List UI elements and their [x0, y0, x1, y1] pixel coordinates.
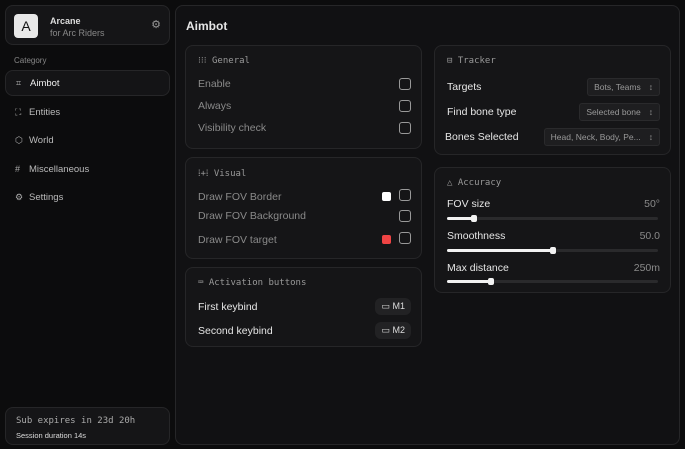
slider-fill [447, 247, 555, 254]
slider-fill [447, 215, 478, 222]
settings-gear-icon[interactable]: ⚙ [151, 19, 161, 31]
activation-title: ⌨ Activation buttons [198, 278, 307, 288]
visibility-check-row[interactable]: Visibility check [198, 122, 411, 134]
fov-size-row: FOV size 50° [447, 198, 660, 210]
tracker-icon: ⊟ [447, 56, 458, 66]
fov-size-slider[interactable] [447, 215, 658, 222]
sidebar-item-label: Settings [29, 191, 64, 203]
fov-border-checkbox[interactable] [399, 189, 411, 201]
smoothness-slider[interactable] [447, 247, 658, 254]
app-name: Arcane [50, 16, 81, 26]
accuracy-card: △ Accuracy FOV size 50° Smoothness 50.0 Ma… [434, 167, 671, 293]
keyboard-icon: ⌨ [198, 278, 209, 288]
fov-background-checkbox[interactable] [399, 210, 411, 222]
visual-card: ⁞+⁞ Visual Draw FOV Border Draw FOV Back… [185, 157, 422, 259]
bones-selected-row: Bones Selected Head, Neck, Body, Pe... ↕ [445, 128, 660, 146]
visual-icon: ⁞+⁞ [198, 169, 214, 179]
fov-target-row[interactable]: Draw FOV target [198, 232, 411, 247]
sidebar-item-entities[interactable]: ⛶ Entities [5, 99, 170, 125]
visual-title: ⁞+⁞ Visual [198, 169, 247, 179]
subscription-card: Sub expires in 23d 20h Session duration … [5, 407, 170, 445]
sidebar-item-label: Entities [29, 106, 61, 118]
second-keybind-row: Second keybind ▭ M2 [198, 322, 411, 339]
smoothness-value: 50.0 [639, 230, 660, 242]
max-distance-value: 250m [633, 262, 660, 274]
triangle-icon: △ [447, 178, 458, 188]
category-label: Category [14, 56, 47, 65]
fov-border-row[interactable]: Draw FOV Border [198, 189, 411, 204]
app-subtitle: for Arc Riders [50, 28, 105, 38]
gear-icon: ⚙ [15, 191, 24, 202]
fov-target-checkbox[interactable] [399, 232, 411, 244]
sub-expiry: Sub expires in 23d 20h [16, 416, 136, 426]
app-logo: A [14, 14, 38, 38]
sidebar-item-aimbot[interactable]: ⌗ Aimbot [5, 70, 170, 96]
grid-icon: # [15, 164, 21, 174]
targets-row: Targets Bots, Teams ↕ [447, 78, 660, 96]
color-swatch[interactable] [382, 192, 391, 201]
sidebar-item-miscellaneous[interactable]: # Miscellaneous [5, 156, 170, 182]
always-row[interactable]: Always [198, 100, 411, 112]
bone-type-select[interactable]: Selected bone ↕ [579, 103, 660, 121]
fov-size-value: 50° [644, 198, 660, 210]
crosshair-icon: ⌗ [16, 77, 22, 88]
tracker-card: ⊟ Tracker Targets Bots, Teams ↕ Find bone … [434, 45, 671, 155]
enable-row[interactable]: Enable [198, 78, 411, 90]
bones-select[interactable]: Head, Neck, Body, Pe... ↕ [543, 128, 660, 146]
general-title: ⁝⁝⁝ General [198, 56, 250, 66]
first-keybind-button[interactable]: ▭ M1 [375, 298, 411, 315]
session-duration: Session duration 14s [16, 431, 87, 440]
accuracy-title: △ Accuracy [447, 178, 502, 188]
enable-checkbox[interactable] [399, 78, 411, 90]
globe-icon: ⬡ [15, 134, 23, 145]
second-keybind-button[interactable]: ▭ M2 [375, 322, 411, 339]
general-card: ⁝⁝⁝ General Enable Always Visibility che… [185, 45, 422, 149]
sidebar-item-label: Aimbot [30, 77, 60, 89]
first-keybind-row: First keybind ▭ M1 [198, 298, 411, 315]
entities-icon: ⛶ [15, 106, 22, 117]
tracker-title: ⊟ Tracker [447, 56, 496, 66]
max-distance-row: Max distance 250m [447, 262, 660, 274]
visibility-checkbox[interactable] [399, 122, 411, 134]
color-swatch[interactable] [382, 235, 391, 244]
targets-select[interactable]: Bots, Teams ↕ [587, 78, 660, 96]
slider-fill [447, 278, 495, 285]
sidebar-item-settings[interactable]: ⚙ Settings [5, 184, 170, 210]
sidebar-item-label: Miscellaneous [29, 163, 90, 175]
general-icon: ⁝⁝⁝ [198, 56, 213, 66]
sidebar-item-label: World [29, 134, 54, 146]
smoothness-row: Smoothness 50.0 [447, 230, 660, 242]
fov-background-row[interactable]: Draw FOV Background [198, 210, 411, 222]
brand-card: A Arcane for Arc Riders ⚙ [5, 5, 170, 45]
max-distance-slider[interactable] [447, 278, 658, 285]
always-checkbox[interactable] [399, 100, 411, 112]
sidebar-item-world[interactable]: ⬡ World [5, 127, 170, 153]
page-title: Aimbot [186, 19, 228, 33]
bone-type-row: Find bone type Selected bone ↕ [447, 103, 660, 121]
activation-card: ⌨ Activation buttons First keybind ▭ M1 S… [185, 267, 422, 347]
